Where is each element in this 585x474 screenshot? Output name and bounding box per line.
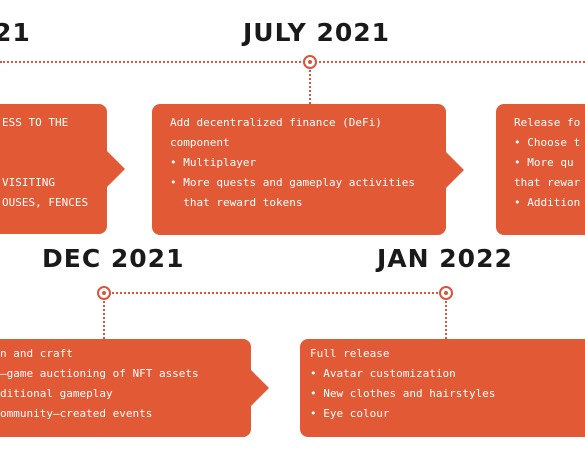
timeline-marker-dec-2021 [97, 286, 111, 300]
heading-dec-2021: DEC 2021 [42, 244, 185, 273]
card-a-line-4: VISITING [2, 176, 55, 189]
card-e-clip: Full release • Avatar customization • Ne… [300, 339, 585, 438]
card-d-line-1: n and craft [0, 347, 73, 360]
timeline-line-top [0, 61, 585, 63]
milestone-card-partial-right: Release fo • Choose t • More qu that rew… [496, 104, 585, 235]
connector-dec-2021 [103, 301, 105, 339]
card-a-line-2 [2, 133, 107, 153]
heading-left-partial: 21 [0, 18, 31, 47]
card-b-line-2: component [170, 136, 230, 149]
card-e-line-1: Full release [310, 347, 390, 360]
card-c-clip: Release fo • Choose t • More qu that rew… [496, 104, 585, 235]
milestone-card-dec-2021: n and craft –game auctioning of NFT asse… [0, 339, 269, 437]
connector-july-2021 [309, 70, 311, 104]
card-a-line-3 [2, 153, 107, 173]
card-c-item-1: • Choose t [514, 136, 581, 149]
card-b-item-2: • More quests and gameplay activities [170, 176, 416, 189]
card-d-line-4: ommunity–created events [0, 407, 153, 420]
card-e-feature-list: • Avatar customization • New clothes and… [310, 364, 585, 424]
card-c-item-2: • More qu [514, 156, 574, 169]
connector-jan-2022 [445, 301, 447, 339]
card-a-line-5: OUSES, FENCES [2, 196, 89, 209]
card-a-line-1: ESS TO THE [2, 116, 69, 129]
card-b-feature-list: • Multiplayer • More quests and gameplay… [170, 153, 446, 213]
card-c-item-3: that rewar [514, 176, 581, 189]
card-b-item-3: that reward tokens [170, 196, 303, 209]
timeline-marker-jan-2022 [439, 286, 453, 300]
milestone-card-jan-2022: Full release • Avatar customization • Ne… [300, 339, 585, 437]
milestone-card-july-2021: Add decentralized finance (DeFi) compone… [152, 104, 464, 235]
card-e-item-3: • Eye colour [310, 407, 390, 420]
card-c-item-4: • Addition [514, 196, 581, 209]
heading-july-2021: JULY 2021 [243, 18, 391, 47]
timeline-marker-july-2021 [303, 55, 317, 69]
card-e-item-2: • New clothes and hairstyles [310, 387, 496, 400]
heading-jan-2022: JAN 2022 [377, 244, 513, 273]
card-c-feature-list: • Choose t • More qu that rewar • Additi… [514, 133, 585, 213]
card-e-item-1: • Avatar customization [310, 367, 456, 380]
timeline-line-bottom [104, 292, 446, 294]
card-c-line-1: Release fo [514, 116, 581, 129]
milestone-card-partial-left: ESS TO THE VISITING OUSES, FENCES [0, 104, 125, 234]
card-d-line-3: ditional gameplay [0, 387, 113, 400]
card-b-line-1: Add decentralized finance (DeFi) [170, 116, 382, 129]
card-d-line-2: –game auctioning of NFT assets [0, 367, 199, 380]
card-b-item-1: • Multiplayer [170, 156, 257, 169]
